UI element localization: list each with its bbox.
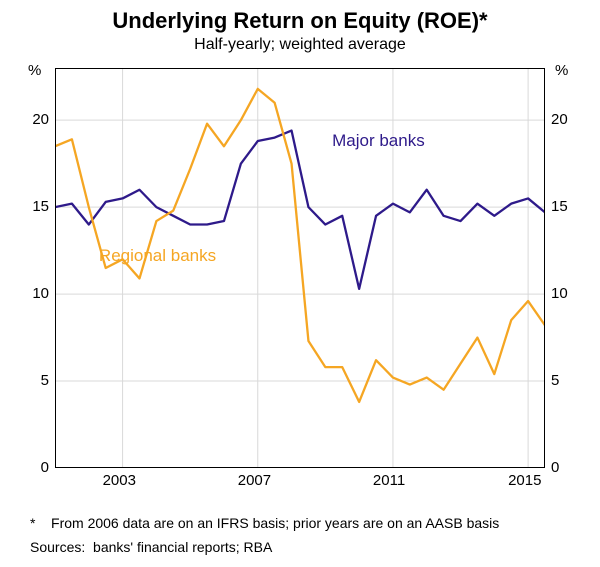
y-tick-right: 10 (551, 285, 568, 302)
x-tick: 2011 (373, 472, 405, 489)
y-tick-right: 0 (551, 459, 559, 476)
y-tick-left: 15 (32, 198, 49, 215)
footnote-marker: * (30, 515, 35, 531)
x-tick: 2015 (508, 472, 541, 489)
x-tick: 2007 (238, 472, 271, 489)
y-tick-left: 5 (41, 372, 49, 389)
y-tick-left: 20 (32, 111, 49, 128)
chart-title: Underlying Return on Equity (ROE)* (0, 0, 600, 34)
chart-subtitle: Half-yearly; weighted average (0, 36, 600, 54)
plot-border (55, 68, 545, 468)
y-unit-right: % (555, 62, 568, 79)
y-tick-left: 10 (32, 285, 49, 302)
footnote: * From 2006 data are on an IFRS basis; p… (30, 515, 570, 531)
sources-label: Sources: (30, 539, 85, 555)
chart-container: Underlying Return on Equity (ROE)* Half-… (0, 0, 600, 567)
y-unit-left: % (28, 62, 41, 79)
footnote-text: From 2006 data are on an IFRS basis; pri… (51, 515, 499, 531)
y-tick-right: 5 (551, 372, 559, 389)
sources: Sources: banks' financial reports; RBA (30, 539, 272, 555)
regional_banks-label: Regional banks (99, 246, 216, 266)
plot-area: Major banks Regional banks (55, 68, 545, 468)
y-tick-right: 20 (551, 111, 568, 128)
y-tick-left: 0 (41, 459, 49, 476)
major_banks-label: Major banks (332, 131, 425, 151)
sources-text: banks' financial reports; RBA (93, 539, 272, 555)
y-tick-right: 15 (551, 198, 568, 215)
x-tick: 2003 (103, 472, 136, 489)
